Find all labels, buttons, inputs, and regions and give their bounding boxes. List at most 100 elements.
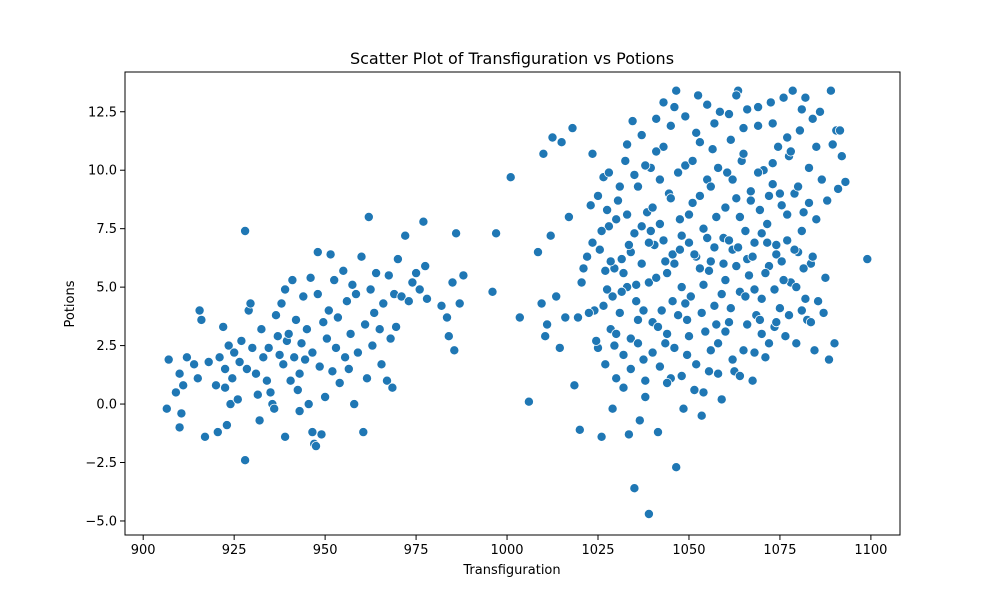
data-point	[314, 361, 325, 372]
data-point	[629, 228, 640, 239]
data-point	[163, 354, 174, 365]
data-point	[754, 314, 765, 325]
data-point	[671, 462, 682, 473]
data-point	[554, 342, 565, 353]
data-point	[756, 328, 767, 339]
data-point	[738, 345, 749, 356]
data-point	[241, 363, 252, 374]
data-point	[305, 272, 316, 283]
data-point	[782, 235, 793, 246]
data-point	[760, 268, 771, 279]
data-point	[229, 347, 240, 358]
data-point	[285, 375, 296, 386]
data-point	[367, 340, 378, 351]
data-point	[225, 399, 236, 410]
data-point	[421, 293, 432, 304]
data-point	[711, 319, 722, 330]
data-point	[769, 284, 780, 295]
data-point	[807, 251, 818, 262]
data-point	[418, 216, 429, 227]
data-point	[633, 338, 644, 349]
data-point	[352, 347, 363, 358]
data-point	[716, 289, 727, 300]
data-point	[693, 90, 704, 101]
data-point	[560, 312, 571, 323]
data-point	[174, 422, 185, 433]
data-point	[178, 380, 189, 391]
data-point	[294, 368, 305, 379]
data-point	[827, 139, 838, 150]
data-point	[809, 345, 820, 356]
data-point	[645, 225, 656, 236]
data-point	[669, 342, 680, 353]
data-point	[816, 174, 827, 185]
data-point	[263, 342, 274, 353]
data-point	[327, 366, 338, 377]
data-point	[376, 359, 387, 370]
data-point	[724, 109, 735, 120]
data-point	[829, 338, 840, 349]
data-point	[705, 181, 716, 192]
x-tick-label: 925	[222, 543, 247, 558]
data-point	[363, 211, 374, 222]
data-point	[820, 272, 831, 283]
data-point	[765, 97, 776, 108]
data-point	[840, 176, 851, 187]
data-point	[403, 296, 414, 307]
data-point	[622, 139, 633, 150]
data-point	[713, 162, 724, 173]
data-point	[651, 146, 662, 157]
data-point	[643, 277, 654, 288]
data-point	[605, 256, 616, 267]
data-point	[618, 349, 629, 360]
data-point	[378, 298, 389, 309]
data-point	[603, 167, 614, 178]
data-point	[407, 277, 418, 288]
data-point	[320, 391, 331, 402]
data-point	[682, 314, 693, 325]
data-point	[194, 305, 205, 316]
data-point	[196, 314, 207, 325]
data-point	[349, 399, 360, 410]
data-point	[667, 249, 678, 260]
data-point	[616, 286, 627, 297]
data-point	[727, 174, 738, 185]
data-point	[443, 331, 454, 342]
data-point	[665, 120, 676, 131]
data-point	[574, 424, 585, 435]
x-tick-label: 975	[404, 543, 429, 558]
data-point	[653, 321, 664, 332]
data-point	[387, 382, 398, 393]
data-point	[687, 155, 698, 166]
data-point	[678, 403, 689, 414]
data-point	[600, 265, 611, 276]
data-point	[618, 268, 629, 279]
data-point	[181, 352, 192, 363]
data-point	[300, 354, 311, 365]
data-point	[361, 373, 372, 384]
data-point	[716, 394, 727, 405]
data-point	[794, 125, 805, 136]
data-point	[514, 312, 525, 323]
data-point	[307, 347, 318, 358]
data-point	[593, 190, 604, 201]
data-point	[789, 244, 800, 255]
data-point	[161, 403, 172, 414]
data-point	[676, 370, 687, 381]
data-point	[582, 251, 593, 262]
data-point	[578, 263, 589, 274]
data-point	[307, 427, 318, 438]
data-point	[818, 307, 829, 318]
data-point	[220, 382, 231, 393]
data-point	[292, 384, 303, 395]
data-point	[696, 410, 707, 421]
data-point	[680, 160, 691, 171]
data-point	[345, 328, 356, 339]
data-point	[210, 380, 221, 391]
data-point	[374, 324, 385, 335]
data-point	[290, 314, 301, 325]
data-point	[738, 123, 749, 134]
data-point	[218, 321, 229, 332]
x-tick-label: 1050	[672, 543, 705, 558]
data-point	[629, 483, 640, 494]
